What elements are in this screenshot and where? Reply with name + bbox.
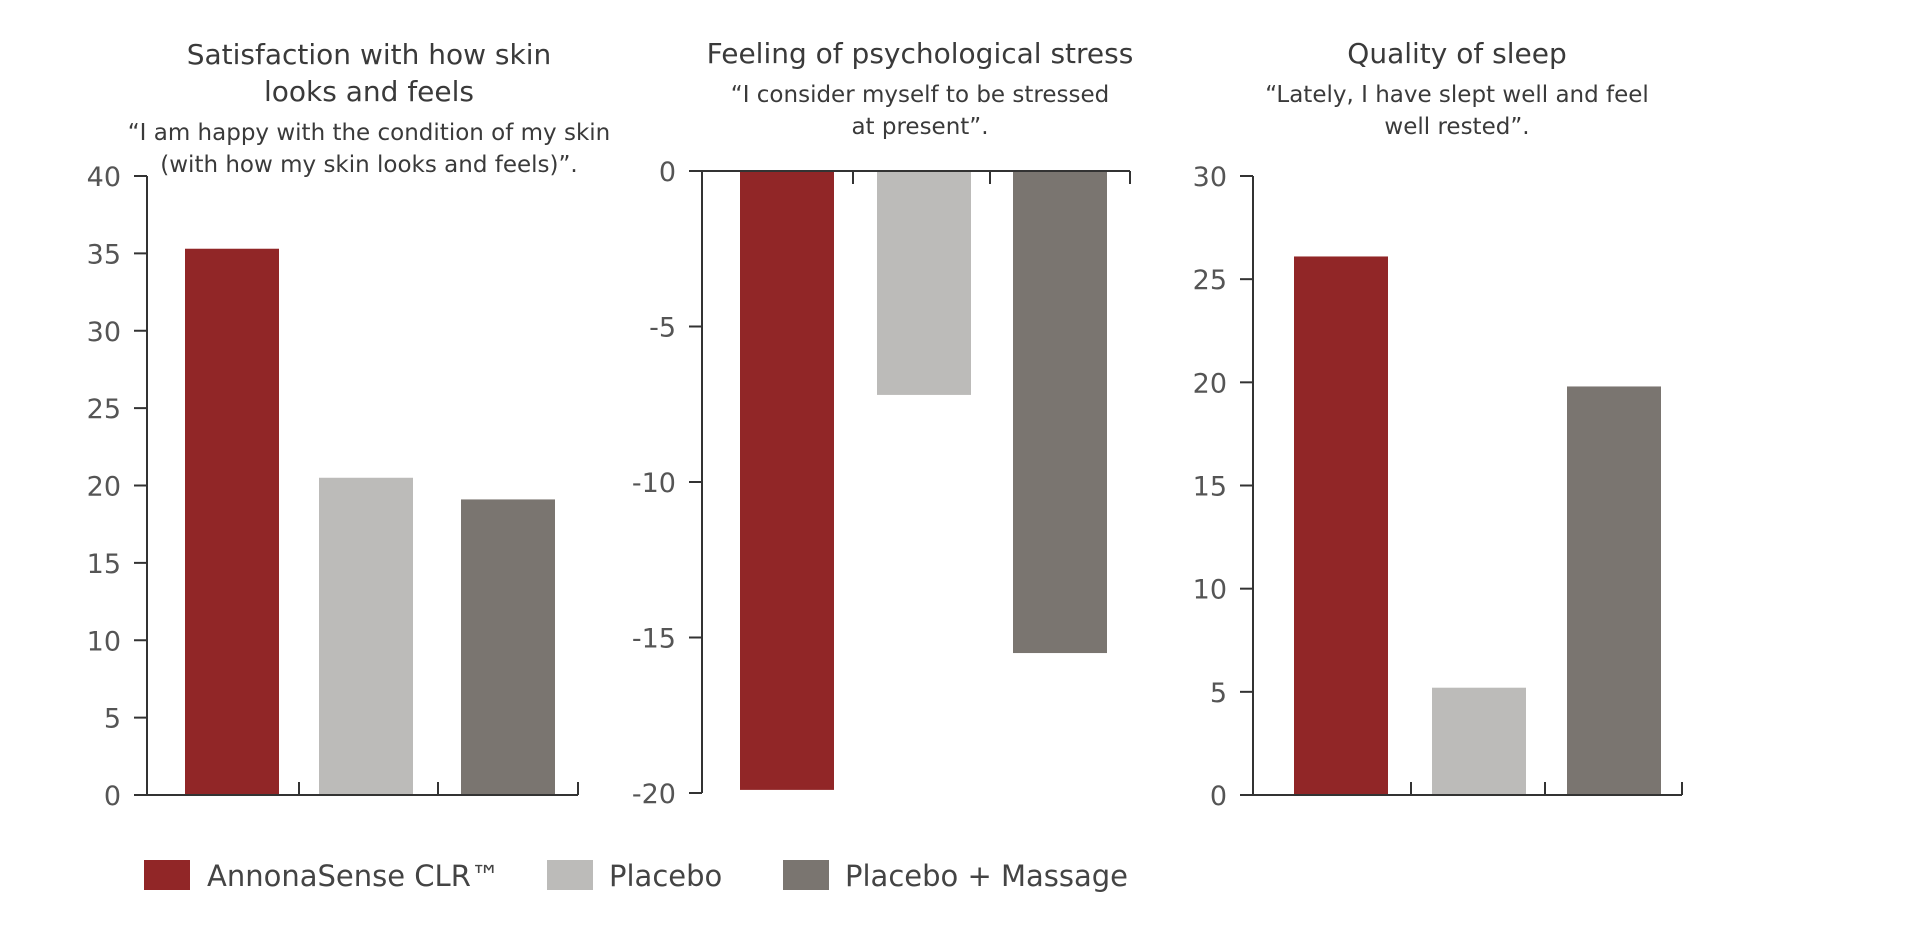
chart-panel-3: Quality of sleep “Lately, I have slept we… [1193, 37, 1683, 812]
legend-swatch [783, 860, 829, 890]
bar [877, 171, 971, 395]
legend-swatch [144, 860, 190, 890]
legend-item: Placebo + Massage [783, 859, 1128, 893]
bar [1013, 171, 1107, 654]
chart-subtitle-line: “I consider myself to be stressed [731, 82, 1109, 108]
y-tick-label: 10 [1193, 575, 1227, 606]
y-tick-label: 40 [87, 162, 121, 193]
y-tick-label: 35 [87, 239, 121, 270]
y-tick-label: 20 [1193, 368, 1227, 399]
y-tick-label: 20 [87, 472, 121, 503]
chart-subtitle-line: (with how my skin looks and feels)”. [160, 152, 577, 178]
legend-item: Placebo [547, 859, 722, 893]
chart-panel-1: Satisfaction with how skin looks and feel… [87, 38, 611, 812]
y-tick-label: -20 [632, 779, 676, 810]
legend-label: Placebo + Massage [845, 859, 1128, 893]
chart-title-line: Quality of sleep [1347, 37, 1566, 70]
legend-label: Placebo [609, 859, 722, 893]
chart-title-line: Feeling of psychological stress [707, 37, 1134, 70]
y-tick-label: 30 [87, 317, 121, 348]
chart-panel-2: Feeling of psychological stress “I consid… [632, 37, 1133, 810]
y-tick-label: -5 [649, 313, 676, 344]
chart-subtitle-line: well rested”. [1384, 114, 1529, 140]
y-tick-label: -10 [632, 468, 676, 499]
chart-title-line: Satisfaction with how skin [187, 38, 552, 71]
legend: AnnonaSense CLR™ Placebo Placebo + Massage [144, 859, 1128, 893]
legend-label: AnnonaSense CLR™ [207, 859, 500, 893]
chart-subtitle-line: “Lately, I have slept well and feel [1265, 82, 1649, 108]
y-tick-label: -15 [632, 624, 676, 655]
bar [740, 171, 834, 790]
bar [1432, 687, 1526, 795]
bar [319, 477, 413, 795]
y-tick-label: 0 [1210, 781, 1227, 812]
y-tick-label: 15 [1193, 472, 1227, 503]
chart-subtitle-line: at present”. [851, 114, 988, 140]
bar [185, 248, 279, 796]
y-tick-label: 5 [1210, 678, 1227, 709]
y-tick-label: 25 [1193, 265, 1227, 296]
legend-item: AnnonaSense CLR™ [144, 859, 500, 893]
y-tick-label: 0 [659, 157, 676, 188]
y-tick-label: 10 [87, 626, 121, 657]
legend-swatch [547, 860, 593, 890]
bar [461, 499, 555, 795]
chart-title-line: looks and feels [264, 75, 474, 108]
y-tick-label: 30 [1193, 162, 1227, 193]
y-tick-label: 15 [87, 549, 121, 580]
y-tick-label: 5 [104, 704, 121, 735]
y-tick-label: 25 [87, 394, 121, 425]
chart-subtitle-line: “I am happy with the condition of my ski… [128, 120, 611, 146]
bar [1567, 386, 1661, 795]
y-tick-label: 0 [104, 781, 121, 812]
bar [1294, 256, 1388, 796]
